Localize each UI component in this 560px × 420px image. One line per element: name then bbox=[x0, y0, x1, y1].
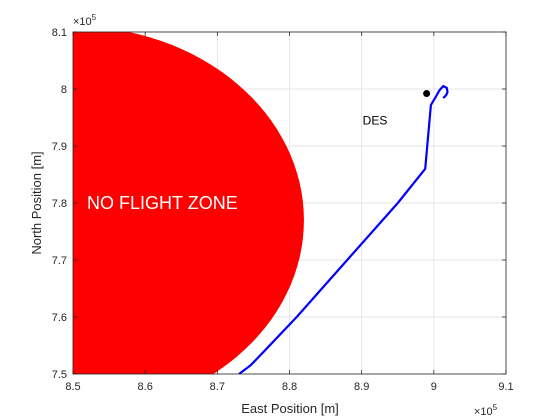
y-tick-label: 7.6 bbox=[52, 312, 67, 324]
trajectory-line bbox=[238, 85, 449, 374]
x-tick-label: 8.6 bbox=[138, 381, 153, 393]
x-tick-label: 8.9 bbox=[354, 381, 369, 393]
x-tick-label: 8.5 bbox=[65, 381, 80, 393]
no-flight-zone-label: NO FLIGHT ZONE bbox=[87, 193, 238, 213]
des-label: DES bbox=[363, 113, 388, 127]
x-tick-label: 9 bbox=[431, 381, 437, 393]
y-tick-label: 7.7 bbox=[52, 255, 67, 267]
x-tick-label: 9.1 bbox=[498, 381, 513, 393]
x-axis-label: East Position [m] bbox=[241, 401, 339, 416]
y-axis-label: North Position [m] bbox=[29, 151, 44, 254]
y-tick-label: 7.9 bbox=[52, 141, 67, 153]
y-tick-label: 7.8 bbox=[52, 198, 67, 210]
x-tick-label: 8.7 bbox=[210, 381, 225, 393]
y-tick-label: 7.5 bbox=[52, 369, 67, 381]
x-exponent-label: ×105 bbox=[474, 403, 498, 418]
destination-marker bbox=[423, 90, 431, 98]
y-tick-label: 8.1 bbox=[52, 27, 67, 39]
no-flight-zone-region bbox=[73, 32, 304, 374]
y-exponent-label: ×105 bbox=[73, 13, 97, 28]
axis-ticks: 8.5 8.6 8.7 8.8 8.9 9 9.1 7.5 7.6 7.7 7.8 7.9 8 8.1 bbox=[52, 27, 514, 393]
x-tick-label: 8.8 bbox=[282, 381, 297, 393]
y-tick-label: 8 bbox=[61, 84, 67, 96]
